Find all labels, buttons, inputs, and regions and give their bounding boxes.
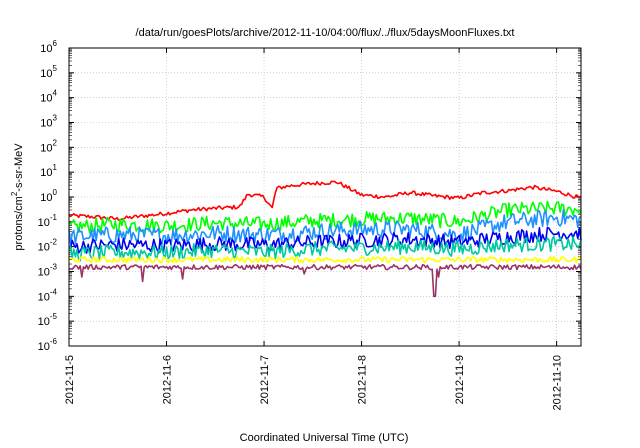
y-axis-label-superscript: 2 — [10, 191, 19, 196]
y-tick-label: 101 — [40, 163, 57, 179]
series-line-1 — [68, 180, 582, 221]
x-axis-label: Coordinated Universal Time (UTC) — [240, 432, 409, 444]
x-tick-label: 2012-11-10 — [552, 355, 564, 410]
y-axis-label: protons/cm2-s-sr-MeV — [10, 143, 25, 251]
y-tick-label: 10-1 — [38, 213, 58, 229]
x-tick-label: 2012-11-8 — [357, 355, 369, 404]
x-tick-label: 2012-11-6 — [162, 355, 174, 404]
x-tick-label: 2012-11-9 — [454, 355, 466, 404]
plot-frame — [68, 47, 582, 347]
series-line-4 — [68, 226, 582, 254]
series-line-5 — [68, 235, 582, 262]
series-line-7 — [68, 263, 582, 298]
grid — [69, 48, 581, 346]
y-tick-label: 106 — [40, 39, 57, 55]
chart-title: /data/run/goesPlots/archive/2012-11-10/0… — [136, 27, 515, 39]
y-tick-label: 10-4 — [38, 287, 58, 303]
series-line-6 — [69, 255, 582, 264]
y-tick-label: 10-6 — [38, 337, 58, 353]
series-group — [68, 180, 582, 298]
y-tick-label: 104 — [40, 89, 57, 105]
y-tick-label: 105 — [40, 64, 57, 80]
y-axis-label-main: protons/cm — [13, 196, 25, 250]
x-tick-label: 2012-11-5 — [64, 355, 76, 404]
y-tick-label: 103 — [40, 114, 57, 130]
y-axis-ticks: 10-6 10-5 10-4 10-3 10-2 10-1 100 101 102 103 104 1… — [38, 39, 581, 353]
y-tick-label: 10-5 — [38, 312, 58, 328]
y-axis-label-rest: -s-sr-MeV — [13, 143, 25, 192]
y-tick-label: 100 — [40, 188, 57, 204]
y-tick-label: 10-3 — [38, 263, 58, 279]
y-tick-label: 10-2 — [38, 238, 58, 254]
y-tick-label: 102 — [40, 138, 57, 154]
x-axis-ticks: 2012-11-5 2012-11-6 2012-11-7 2012-11-8 2012… — [64, 48, 564, 410]
x-tick-label: 2012-11-7 — [259, 355, 271, 404]
